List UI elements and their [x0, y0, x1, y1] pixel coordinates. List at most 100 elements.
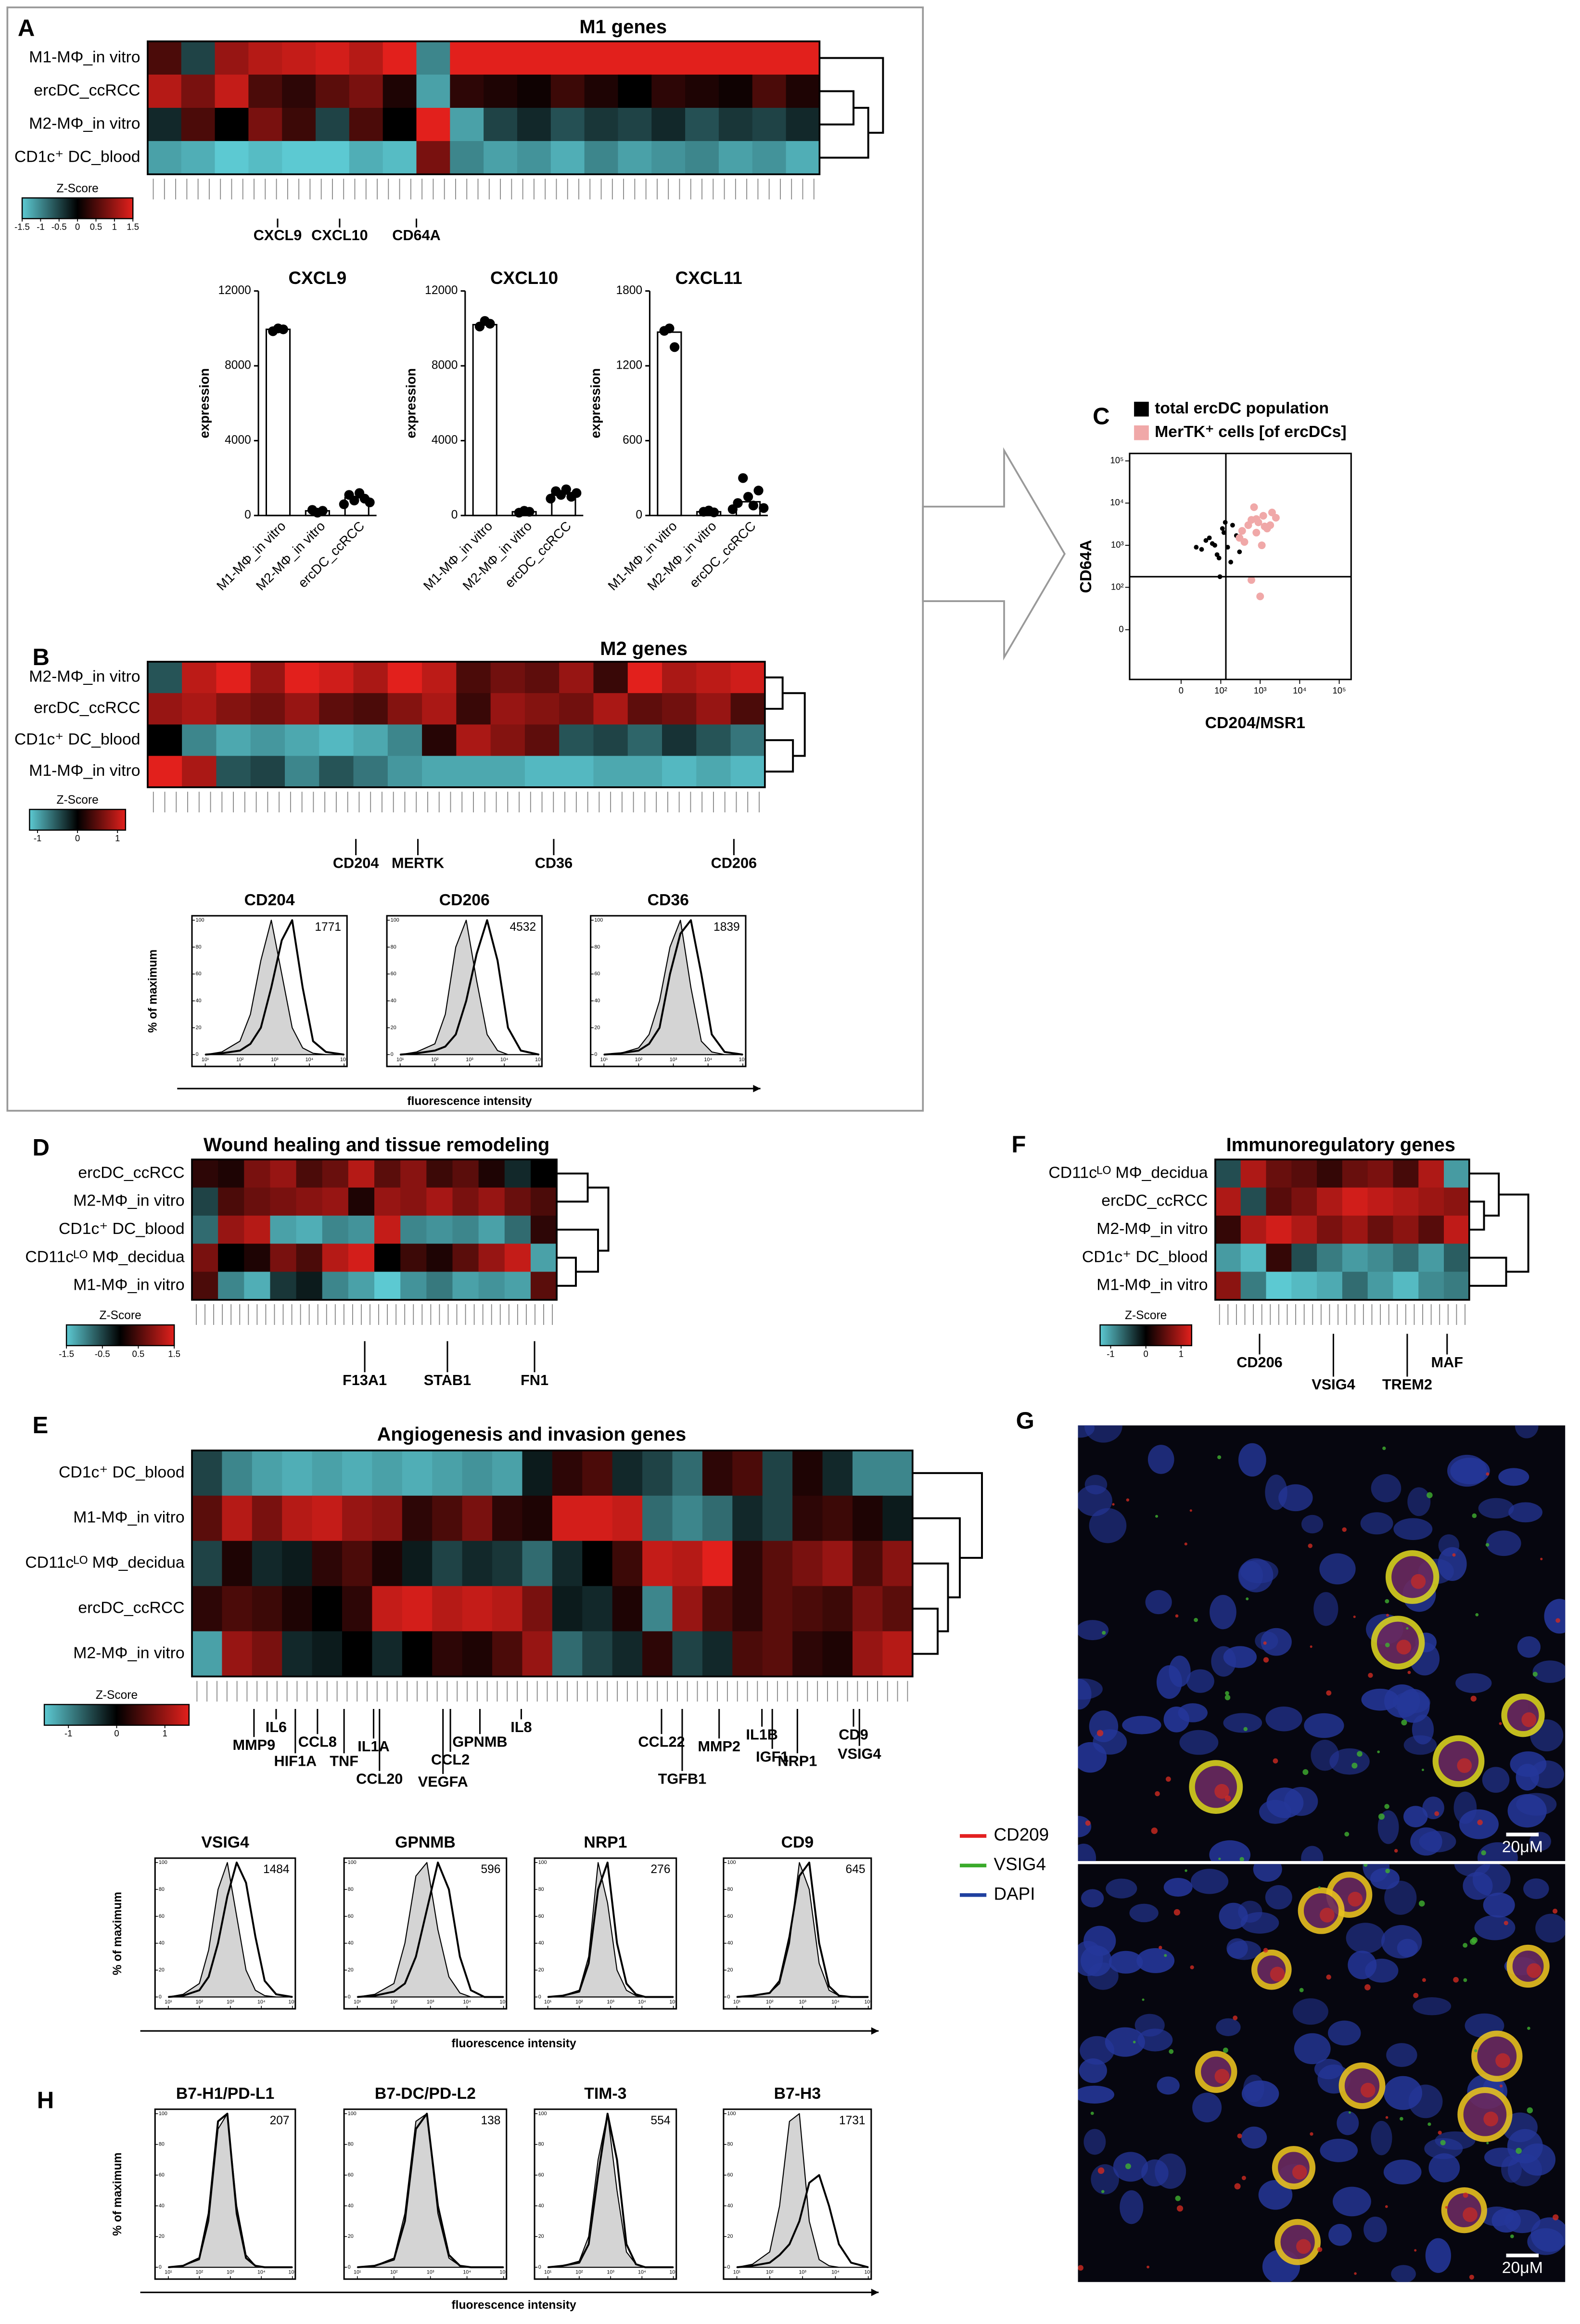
- heatmap-cell: [282, 41, 316, 75]
- speckle: [1243, 1727, 1248, 1732]
- nucleus: [1386, 2043, 1417, 2067]
- nucleus: [1190, 1869, 1229, 1894]
- speckle: [1463, 2192, 1468, 2198]
- nucleus: [1078, 1485, 1112, 1516]
- speckle: [1470, 1695, 1477, 1702]
- data-point: [572, 488, 582, 498]
- heatmap-cell: [786, 41, 820, 75]
- nucleus: [1278, 1484, 1313, 1512]
- panel-label: D: [33, 1135, 50, 1161]
- x-tick-label: 10⁴: [1293, 685, 1306, 695]
- mfi-value: 596: [481, 1863, 500, 1876]
- speckle: [1504, 1921, 1508, 1926]
- heatmap-cell: [478, 1187, 505, 1216]
- micrograph-bg: [1078, 1425, 1566, 1862]
- speckle: [1302, 1769, 1309, 1775]
- callout: IL1A: [357, 1738, 390, 1755]
- heatmap-cell: [792, 1450, 823, 1496]
- callout: FN1: [521, 1372, 548, 1388]
- dendrogram: [912, 1472, 983, 1655]
- y-tick-label: 20: [594, 1025, 600, 1030]
- x-tick-label: 10³: [227, 1999, 234, 2005]
- colorbar: [29, 809, 127, 831]
- heatmap-cell: [702, 1631, 733, 1677]
- colorbar-tick-label: -1: [34, 833, 41, 843]
- x-tick-label: 10¹: [600, 1057, 608, 1063]
- x-tick-label: 10¹: [354, 2270, 361, 2275]
- x-tick-label: 10²: [1214, 685, 1227, 695]
- nucleus: [1109, 1951, 1143, 1974]
- cell-stain: [1457, 1758, 1472, 1773]
- heatmap-cell: [593, 724, 628, 757]
- heatmap-cell: [618, 108, 652, 142]
- heatmap-cell: [524, 661, 560, 694]
- heatmap-cell: [282, 74, 316, 108]
- heatmap-cell: [312, 1586, 343, 1632]
- speckle: [1384, 1804, 1389, 1809]
- speckle: [1354, 2272, 1357, 2275]
- heatmap-cell: [685, 41, 719, 75]
- speckle: [1368, 1672, 1373, 1678]
- heatmap-cell: [1291, 1271, 1317, 1300]
- heatmap-cell: [252, 1495, 283, 1541]
- speckle: [1463, 1978, 1467, 1982]
- x-tick-label: 10²: [766, 1999, 774, 2005]
- speckle: [1085, 1820, 1091, 1826]
- heatmap-cell: [651, 141, 686, 175]
- nucleus: [1474, 1915, 1516, 1940]
- row-label: M1-MΦ_in vitro: [29, 48, 140, 66]
- heatmap-cell: [524, 693, 560, 725]
- x-tick-label: 10¹: [354, 1999, 361, 2005]
- heatmap-cell: [1266, 1244, 1292, 1272]
- nucleus: [1438, 1547, 1467, 1581]
- heatmap-cell: [730, 756, 765, 788]
- nucleus: [1501, 2156, 1522, 2183]
- legend-swatch: [1134, 401, 1149, 417]
- heatmap-cell: [1240, 1159, 1267, 1188]
- speckle: [1427, 1492, 1433, 1499]
- panel-label: G: [1016, 1408, 1034, 1434]
- panel-title: CD206: [439, 891, 490, 909]
- dendrogram: [765, 676, 806, 773]
- colorbar-tick-label: 1: [1179, 1348, 1184, 1359]
- speckle: [1414, 2249, 1417, 2252]
- heatmap-cell: [752, 41, 787, 75]
- colorbar-tick-label: 0: [1144, 1348, 1148, 1359]
- heatmap-cell: [244, 1187, 271, 1216]
- x-tick-label: 10¹: [544, 1999, 552, 2005]
- data-point: [669, 342, 680, 352]
- heatmap-cell: [559, 661, 594, 694]
- scatter-point: [1203, 538, 1209, 543]
- speckle: [1224, 1695, 1231, 1700]
- y-tick-label: 60: [538, 2172, 544, 2178]
- heatmap-cell: [478, 1271, 505, 1300]
- speckle: [1385, 2116, 1389, 2119]
- heatmap-cell: [882, 1586, 913, 1632]
- heatmap-cell: [627, 756, 663, 788]
- speckle: [1194, 1618, 1198, 1622]
- x-tick-label: 10⁵: [864, 2270, 872, 2275]
- heatmap-cell: [382, 141, 417, 175]
- heatmap-cell: [1317, 1244, 1343, 1272]
- nucleus: [1091, 2164, 1119, 2195]
- nucleus: [1428, 2153, 1460, 2183]
- heatmap-cell: [882, 1631, 913, 1677]
- y-tick-label: 40: [538, 2203, 544, 2208]
- y-axis-label: % of maximum: [147, 950, 160, 1033]
- heatmap-cell: [718, 74, 753, 108]
- nucleus: [1384, 2076, 1423, 2110]
- stain-curve: [548, 2112, 674, 2269]
- cell-stain: [1292, 2165, 1307, 2180]
- heatmap-cell: [852, 1541, 883, 1587]
- nucleus: [1265, 1885, 1292, 1910]
- scatter-point: [1207, 535, 1212, 540]
- scale-bar-label: 20μM: [1502, 2259, 1543, 2277]
- heatmap-cell: [270, 1271, 297, 1300]
- colorbar-tick-label: -1: [1107, 1348, 1114, 1359]
- heatmap-cell: [478, 1215, 505, 1245]
- y-tick-label: 60: [159, 1913, 165, 1919]
- colorbar-tick-label: 0: [114, 1728, 119, 1738]
- heatmap-cell: [478, 1244, 505, 1272]
- x-axis-arrow: [753, 1085, 761, 1092]
- heatmap-cell: [426, 1271, 453, 1300]
